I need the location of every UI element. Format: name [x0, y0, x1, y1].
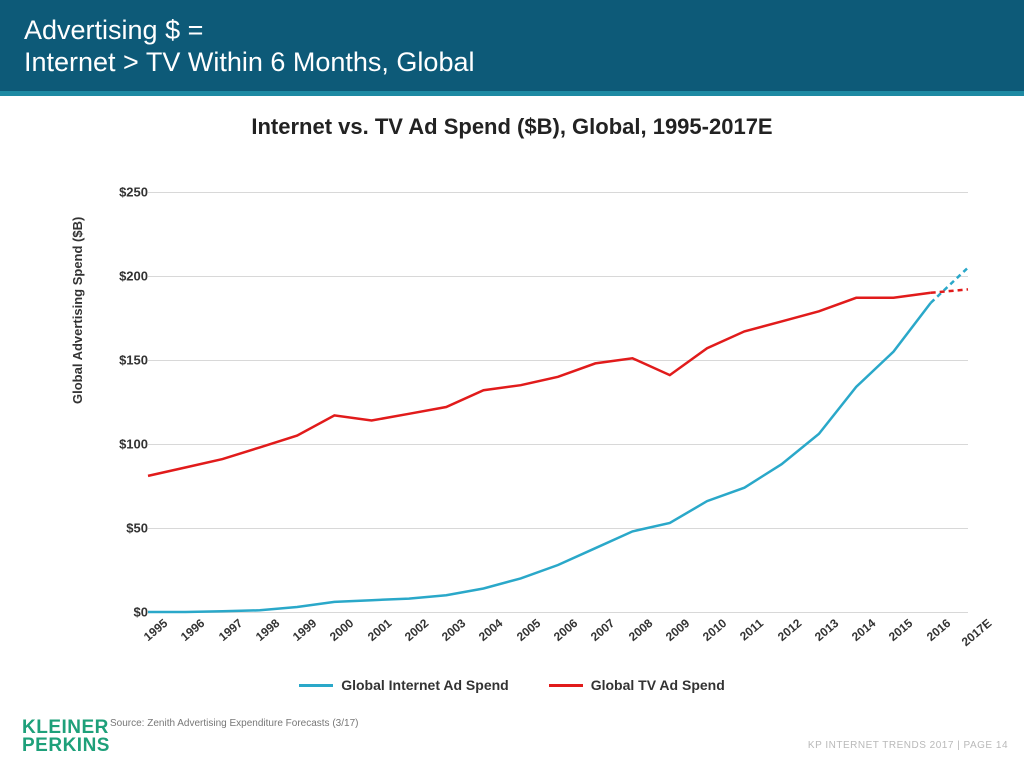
- x-tick-label: 2007: [588, 616, 617, 644]
- series-line-forecast: [931, 289, 968, 292]
- legend-swatch: [549, 684, 583, 687]
- x-tick-label: 2001: [365, 616, 394, 644]
- header-underline: [0, 91, 1024, 96]
- x-tick-label: 2014: [849, 616, 878, 644]
- series-line: [148, 303, 931, 612]
- y-axis: $0$50$100$150$200$250: [96, 192, 148, 612]
- chart-area: Internet vs. TV Ad Spend ($B), Global, 1…: [0, 114, 1024, 714]
- page-reference: KP INTERNET TRENDS 2017 | PAGE 14: [808, 740, 1008, 751]
- legend-swatch: [299, 684, 333, 687]
- slide-header: Advertising $ = Internet > TV Within 6 M…: [0, 0, 1024, 91]
- legend-item: Global TV Ad Spend: [549, 677, 725, 693]
- y-tick-label: $50: [126, 520, 148, 535]
- x-tick-label: 2013: [812, 616, 841, 644]
- slide-title: Advertising $ = Internet > TV Within 6 M…: [24, 14, 1000, 79]
- y-axis-label: Global Advertising Spend ($B): [70, 216, 85, 403]
- x-tick-label: 2000: [327, 616, 356, 644]
- x-tick-label: 1995: [141, 616, 170, 644]
- x-tick-label: 2016: [924, 616, 953, 644]
- slide-title-line2: Internet > TV Within 6 Months, Global: [24, 47, 474, 77]
- x-tick-label: 2004: [476, 616, 505, 644]
- x-tick-label: 2017E: [959, 616, 995, 649]
- x-tick-label: 2010: [700, 616, 729, 644]
- y-tick-label: $200: [119, 268, 148, 283]
- series-line-forecast: [931, 267, 968, 302]
- legend-label: Global TV Ad Spend: [591, 677, 725, 693]
- x-tick-label: 2005: [514, 616, 543, 644]
- x-tick-label: 2011: [737, 616, 766, 643]
- chart-source: Source: Zenith Advertising Expenditure F…: [110, 718, 358, 729]
- x-tick-label: 1998: [253, 616, 282, 644]
- kleiner-perkins-logo: KLEINER PERKINS: [22, 719, 110, 755]
- legend-label: Global Internet Ad Spend: [341, 677, 509, 693]
- x-tick-label: 1999: [290, 616, 319, 644]
- x-tick-label: 1996: [178, 616, 207, 644]
- x-tick-label: 2006: [551, 616, 580, 644]
- x-tick-label: 2003: [439, 616, 468, 644]
- chart-svg: [148, 192, 968, 612]
- y-tick-label: $0: [134, 604, 148, 619]
- chart-title: Internet vs. TV Ad Spend ($B), Global, 1…: [0, 114, 1024, 140]
- y-tick-label: $150: [119, 352, 148, 367]
- x-tick-label: 1997: [215, 616, 244, 644]
- series-line: [148, 293, 931, 476]
- legend-item: Global Internet Ad Spend: [299, 677, 509, 693]
- y-tick-label: $250: [119, 184, 148, 199]
- x-tick-label: 2008: [625, 616, 654, 644]
- logo-line2: PERKINS: [22, 735, 110, 756]
- slide-footer: Source: Zenith Advertising Expenditure F…: [0, 709, 1024, 765]
- y-tick-label: $100: [119, 436, 148, 451]
- x-axis: 1995199619971998199920002001200220032004…: [148, 612, 968, 662]
- chart-plot: [148, 192, 968, 612]
- x-tick-label: 2009: [663, 616, 692, 644]
- x-tick-label: 2002: [402, 616, 431, 644]
- x-tick-label: 2012: [775, 616, 804, 644]
- x-tick-label: 2015: [886, 616, 915, 644]
- chart-legend: Global Internet Ad Spend Global TV Ad Spe…: [0, 674, 1024, 694]
- slide-title-line1: Advertising $ =: [24, 15, 203, 45]
